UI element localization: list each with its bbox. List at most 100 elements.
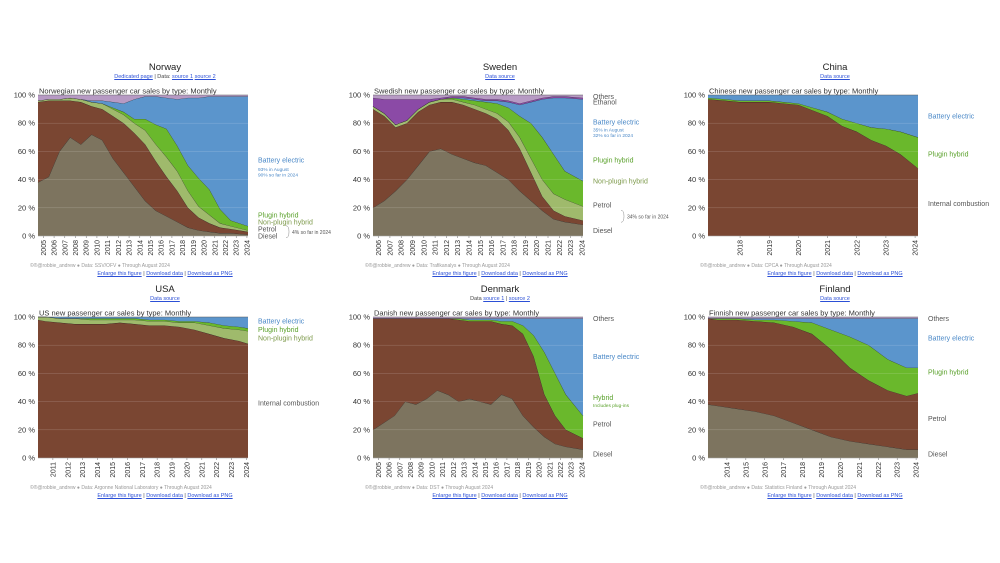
area-petrol (708, 318, 918, 450)
x-tick-label: 2021 (547, 462, 554, 478)
area-battery-electric (373, 318, 583, 416)
y-tick-label: 80 % (688, 119, 705, 128)
x-tick-label: 2023 (883, 240, 890, 256)
x-tick-label: 2019 (523, 240, 530, 256)
chart-svg: 0 % 20 % 40 % 60 % 80 % 100 % 2018 2019 2020 2021… (684, 87, 989, 256)
x-tick-label: 2005 (41, 240, 48, 256)
source-2-link[interactable]: source 2 (194, 74, 216, 80)
enlarge-figure-link[interactable]: Enlarge this figure (97, 493, 142, 499)
area-diesel (38, 100, 248, 235)
y-tick-label: 60 % (353, 147, 370, 156)
download-data-link[interactable]: Download data (481, 493, 518, 499)
x-tick-label: 2016 (489, 240, 496, 256)
download-data-link[interactable]: Download data (146, 493, 183, 499)
y-tick-label: 60 % (353, 369, 370, 378)
download-png-link[interactable]: Download as PNG (187, 493, 233, 499)
x-tick-label: 2008 (73, 240, 80, 256)
enlarge-figure-link[interactable]: Enlarge this figure (432, 271, 477, 277)
source-2-link[interactable]: source 2 (508, 296, 530, 302)
x-tick-label: 2013 (462, 462, 469, 478)
x-tick-label: 2019 (191, 240, 198, 256)
country-title: China (822, 62, 848, 73)
x-tick-label: 2023 (895, 462, 902, 478)
download-png-link[interactable]: Download as PNG (522, 493, 568, 499)
series-label: 90% so far in 2024 (258, 172, 298, 178)
dedicated-page-link[interactable]: Dedicated page (114, 74, 153, 80)
series-label: Ethanol (593, 100, 617, 107)
source-1-link[interactable]: source 1 (483, 296, 505, 302)
x-tick-label: 2014 (472, 462, 479, 478)
x-tick-label: 2016 (762, 462, 769, 478)
panel-usa: USA Data source 0 % 20 % 40 % 60 % 80 % 100 % 20… (0, 284, 330, 514)
enlarge-figure-link[interactable]: Enlarge this figure (767, 493, 812, 499)
download-data-link[interactable]: Download data (816, 493, 853, 499)
data-source-link[interactable]: Data source (485, 74, 515, 80)
download-png-link[interactable]: Download as PNG (857, 271, 903, 277)
series-label: Petrol (593, 422, 612, 429)
y-tick-label: 20 % (688, 203, 705, 212)
data-source-line: Dedicated page | Data: source 1 source 2 (114, 74, 216, 80)
y-tick-label: 20 % (18, 425, 35, 434)
x-tick-label: 2024 (579, 240, 586, 256)
x-tick-label: 2018 (180, 240, 187, 256)
area-plugin-hybrid (38, 97, 248, 231)
data-source-link[interactable]: Data source (820, 74, 850, 80)
panel-china: China Data source 0 % 20 % 40 % 60 % 80 % 100 %… (670, 62, 1000, 292)
x-tick-label: 2014 (466, 240, 473, 256)
area-non-plugin-hybrid (38, 317, 248, 344)
enlarge-figure-link[interactable]: Enlarge this figure (767, 271, 812, 277)
series-label: Internal combustion (928, 201, 989, 208)
area-non-plugin-hybrid (373, 99, 583, 221)
chart-svg: 0 % 20 % 40 % 60 % 80 % 100 % 2011 2012 2013 2014… (14, 309, 319, 478)
data-source-link[interactable]: Data source (150, 296, 180, 302)
x-tick-label: 2024 (244, 462, 251, 478)
series-label: Others (593, 94, 615, 101)
area-diesel (708, 404, 918, 458)
data-source-link[interactable]: Data source (820, 296, 850, 302)
y-tick-label: 100 % (684, 313, 706, 322)
x-tick-label: 2009 (410, 240, 417, 256)
x-tick-label: 2018 (515, 462, 522, 478)
series-label: Non-plugin hybrid (593, 179, 648, 186)
country-title: Norway (148, 62, 182, 73)
x-tick-label: 2009 (419, 462, 426, 478)
download-png-link[interactable]: Download as PNG (522, 271, 568, 277)
series-label: Internal combustion (258, 401, 319, 408)
x-tick-label: 2010 (429, 462, 436, 478)
enlarge-figure-link[interactable]: Enlarge this figure (432, 493, 477, 499)
area-others (708, 317, 918, 319)
download-data-link[interactable]: Download data (146, 271, 183, 277)
download-data-link[interactable]: Download data (481, 271, 518, 277)
series-label: Non-plugin hybrid (258, 336, 313, 343)
y-tick-label: 40 % (353, 175, 370, 184)
credit-line: ©®@robbie_andrew ● Data: DST ● Through A… (365, 485, 494, 491)
y-tick-label: 100 % (349, 313, 371, 322)
enlarge-figure-link[interactable]: Enlarge this figure (97, 271, 142, 277)
data-source-line: Data source 1 | source 2 (470, 296, 530, 302)
credit-line: ©®@robbie_andrew ● Data: Argonne Nationa… (30, 485, 212, 491)
download-png-link[interactable]: Download as PNG (857, 493, 903, 499)
area-others (373, 95, 583, 104)
series-label: 32% so far in 2024 (593, 133, 633, 139)
area-petrol (373, 390, 583, 458)
y-tick-label: 0 % (22, 454, 35, 463)
figure-actions: Enlarge this figure | Download data | Do… (767, 493, 903, 499)
x-tick-label: 2012 (451, 462, 458, 478)
x-tick-label: 2023 (569, 462, 576, 478)
download-data-link[interactable]: Download data (816, 271, 853, 277)
bracket (285, 225, 290, 239)
source-1-link[interactable]: source 1 (171, 74, 194, 80)
chart-title: US new passenger car sales by type: Mont… (39, 309, 191, 318)
area-plugin-hybrid (708, 97, 918, 169)
series-label: Non-plugin hybrid (258, 219, 313, 226)
y-tick-label: 0 % (22, 232, 35, 241)
area-others (38, 95, 248, 104)
download-png-link[interactable]: Download as PNG (187, 271, 233, 277)
x-tick-label: 2024 (913, 240, 920, 256)
x-tick-label: 2011 (50, 462, 57, 477)
series-label: 35% in August (593, 127, 624, 133)
y-tick-label: 80 % (688, 341, 705, 350)
series-label: Battery electric (928, 114, 975, 121)
y-tick-label: 0 % (692, 454, 705, 463)
area-plugin-hybrid (708, 318, 918, 396)
